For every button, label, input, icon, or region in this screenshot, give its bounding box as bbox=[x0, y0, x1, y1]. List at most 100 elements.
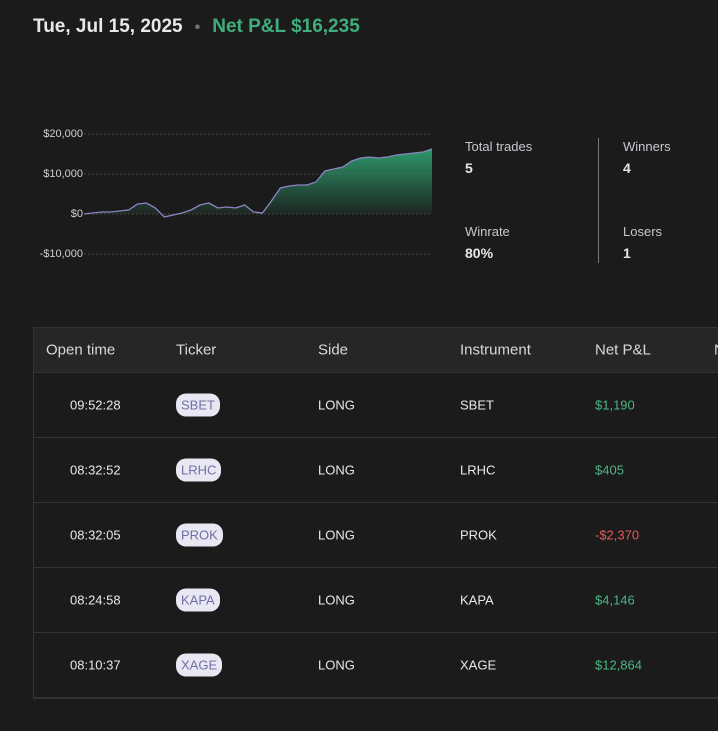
cell-text: LONG bbox=[318, 592, 355, 608]
column-title: Open time bbox=[46, 341, 116, 359]
table-cell: LONG bbox=[318, 658, 355, 673]
stat-label-row: Winners bbox=[623, 139, 671, 154]
cell-text: LRHC bbox=[460, 462, 496, 478]
cell-text: KAPA bbox=[460, 592, 494, 608]
ticker-pill[interactable]: KAPA bbox=[176, 588, 220, 612]
stat-label: Winrate bbox=[465, 224, 510, 239]
table-row[interactable]: 08:24:58 KAPA LONG KAPA $4,146 bbox=[34, 568, 718, 633]
stat: Losers 1 bbox=[623, 224, 662, 261]
cell-text: LONG bbox=[318, 397, 355, 413]
table-row[interactable]: 08:10:37 XAGE LONG XAGE $12,864 bbox=[34, 633, 718, 698]
table-row[interactable]: 09:52:28 SBET LONG SBET $1,190 bbox=[34, 373, 718, 438]
cell-text: 08:24:58 bbox=[70, 592, 121, 608]
stat-value: 4 bbox=[623, 160, 631, 176]
date: Tue, Jul 15, 2025 bbox=[33, 16, 183, 37]
column-title: Net P&L bbox=[595, 341, 651, 359]
table-cell: 09:52:28 bbox=[70, 398, 121, 413]
table-header: Open time Ticker Side Instrument Net P&L N bbox=[34, 328, 718, 373]
net-pnl: $16,235 bbox=[291, 16, 360, 37]
cell-text: $1,190 bbox=[595, 397, 635, 413]
stat: Total trades 5 bbox=[465, 139, 532, 176]
stat-value-row: 1 bbox=[623, 245, 662, 261]
cell-text: LONG bbox=[318, 462, 355, 478]
header: Tue, Jul 15, 2025 • Net P&L $16,235 bbox=[33, 16, 360, 38]
table-cell: KAPA bbox=[176, 588, 220, 612]
cell-text: 08:10:37 bbox=[70, 657, 121, 673]
stat-value: 1 bbox=[623, 245, 631, 261]
cell-text: LONG bbox=[318, 657, 355, 673]
stat-label: Total trades bbox=[465, 139, 533, 154]
trades-table: Open time Ticker Side Instrument Net P&L N 09:… bbox=[33, 327, 718, 699]
cell-text: -$2,370 bbox=[595, 527, 640, 543]
ticker-pill[interactable]: PROK bbox=[176, 523, 223, 547]
cell-text: PROK bbox=[460, 527, 497, 543]
column-title: Ticker bbox=[176, 341, 217, 359]
table-cell: 08:32:52 bbox=[70, 463, 121, 478]
ticker-pill[interactable]: SBET bbox=[176, 393, 220, 417]
cell-text: 08:32:52 bbox=[70, 462, 121, 478]
table-cell: XAGE bbox=[176, 653, 223, 677]
column-title: Instrument bbox=[460, 341, 531, 359]
table-cell: PROK bbox=[460, 528, 497, 543]
table-cell: $1,190 bbox=[595, 398, 635, 413]
cell-text: $405 bbox=[595, 462, 624, 478]
header-cell: Ticker bbox=[176, 342, 216, 359]
table-cell: LONG bbox=[318, 528, 355, 543]
cell-text: SBET bbox=[460, 397, 494, 413]
table-cell: PROK bbox=[176, 523, 223, 547]
area-fill bbox=[84, 149, 432, 217]
column-title: Side bbox=[318, 341, 349, 359]
table-cell: SBET bbox=[176, 393, 220, 417]
stat-value: 80% bbox=[465, 245, 494, 261]
stat-label-row: Total trades bbox=[465, 139, 532, 154]
table-cell: 08:24:58 bbox=[70, 593, 121, 608]
divider bbox=[598, 138, 599, 263]
table-cell: -$2,370 bbox=[595, 528, 639, 543]
line bbox=[83, 148, 433, 218]
table-cell: LONG bbox=[318, 398, 355, 413]
header-cell: Instrument bbox=[460, 342, 531, 359]
cell-text: 09:52:28 bbox=[70, 397, 121, 413]
stat-value: 5 bbox=[465, 160, 473, 176]
cell-text: $12,864 bbox=[595, 657, 642, 673]
y-tick-label: $10,000 bbox=[43, 168, 83, 180]
net-pnl-label: Net P&L bbox=[212, 16, 286, 37]
cell-text: $4,146 bbox=[595, 592, 635, 608]
table-cell: 08:10:37 bbox=[70, 658, 121, 673]
table-cell: LONG bbox=[318, 593, 355, 608]
table-cell: XAGE bbox=[460, 658, 496, 673]
stat-label-row: Winrate bbox=[465, 224, 510, 239]
table-cell: KAPA bbox=[460, 593, 494, 608]
cell-text: XAGE bbox=[460, 657, 497, 673]
table-cell: 08:32:05 bbox=[70, 528, 121, 543]
cell-text: LONG bbox=[318, 527, 355, 543]
y-tick-label: $0 bbox=[71, 208, 83, 220]
stat-value-row: 4 bbox=[623, 160, 671, 176]
table-cell: $405 bbox=[595, 463, 624, 478]
ticker-pill[interactable]: XAGE bbox=[176, 653, 223, 677]
table-cell: LRHC bbox=[460, 463, 495, 478]
stat-label-row: Losers bbox=[623, 224, 662, 239]
separator: • bbox=[194, 19, 201, 36]
stat: Winrate 80% bbox=[465, 224, 510, 261]
column-title: N bbox=[714, 342, 718, 359]
y-tick-label: -$10,000 bbox=[40, 248, 83, 260]
ticker-pill[interactable]: LRHC bbox=[176, 458, 222, 482]
cell-text: 08:32:05 bbox=[70, 527, 121, 543]
stat-label: Winners bbox=[623, 139, 671, 154]
table-cell: $4,146 bbox=[595, 593, 635, 608]
header-cell: Side bbox=[318, 342, 348, 359]
table-cell: SBET bbox=[460, 398, 494, 413]
table-cell: LRHC bbox=[176, 458, 222, 482]
table-row[interactable]: 08:32:05 PROK LONG PROK -$2,370 bbox=[34, 503, 718, 568]
y-tick-label: $20,000 bbox=[43, 128, 83, 140]
stat-value-row: 5 bbox=[465, 160, 532, 176]
table-cell: $12,864 bbox=[595, 658, 642, 673]
header-cell: N bbox=[714, 342, 718, 359]
stat: Winners 4 bbox=[623, 139, 671, 176]
header-cell: Net P&L bbox=[595, 342, 651, 359]
chart: $20,000 $10,000 $0 -$10,000 bbox=[40, 128, 433, 260]
table-row[interactable]: 08:32:52 LRHC LONG LRHC $405 bbox=[34, 438, 718, 503]
stat-value-row: 80% bbox=[465, 245, 510, 261]
